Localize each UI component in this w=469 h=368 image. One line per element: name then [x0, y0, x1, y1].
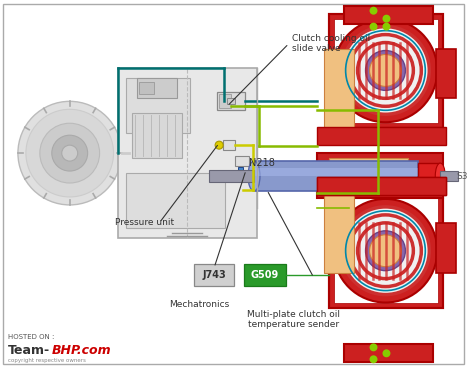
Bar	[329, 14, 443, 128]
Text: copyright respective owners: copyright respective owners	[8, 358, 86, 363]
Circle shape	[370, 355, 378, 363]
Bar	[126, 78, 190, 133]
Bar	[344, 6, 433, 24]
Circle shape	[370, 235, 401, 267]
Circle shape	[52, 135, 88, 171]
Bar	[118, 68, 257, 238]
Circle shape	[383, 23, 391, 31]
Circle shape	[18, 101, 121, 205]
Bar	[244, 264, 286, 286]
Bar	[329, 158, 408, 193]
Text: BHP.com: BHP.com	[52, 344, 112, 357]
Bar	[436, 223, 456, 273]
Circle shape	[215, 141, 223, 149]
Bar	[126, 173, 225, 228]
Circle shape	[370, 54, 401, 86]
Bar	[217, 92, 245, 110]
Bar	[317, 177, 446, 195]
Circle shape	[40, 123, 99, 183]
Bar	[440, 171, 458, 181]
Bar	[254, 168, 418, 176]
Bar	[317, 177, 446, 195]
Text: N218: N218	[249, 158, 275, 168]
Circle shape	[341, 26, 429, 114]
Circle shape	[341, 207, 429, 294]
Bar	[333, 198, 438, 302]
Circle shape	[383, 15, 391, 23]
Bar	[329, 14, 443, 128]
Text: Mechatronics: Mechatronics	[169, 300, 229, 309]
Circle shape	[365, 50, 405, 91]
Bar	[223, 140, 235, 150]
Bar	[317, 153, 443, 198]
Bar	[324, 188, 354, 273]
Bar	[238, 167, 243, 174]
Circle shape	[333, 199, 437, 302]
Bar	[219, 94, 231, 108]
Ellipse shape	[435, 163, 445, 189]
Circle shape	[365, 231, 405, 270]
Bar	[329, 193, 443, 308]
Bar	[227, 98, 235, 104]
Bar	[139, 82, 154, 94]
Bar	[317, 127, 446, 145]
Bar	[132, 113, 182, 158]
Circle shape	[26, 109, 113, 197]
Ellipse shape	[248, 161, 260, 191]
Text: Clutch cooling oil
slide valve: Clutch cooling oil slide valve	[292, 33, 370, 53]
Text: Pressure unit: Pressure unit	[114, 218, 174, 227]
Text: J743: J743	[202, 270, 226, 280]
Bar	[329, 193, 443, 308]
Bar	[209, 170, 254, 182]
Bar	[254, 161, 418, 191]
Bar	[137, 78, 177, 98]
Circle shape	[383, 349, 391, 357]
Text: G509: G509	[251, 270, 279, 280]
Bar	[333, 19, 438, 123]
Text: HOSTED ON :: HOSTED ON :	[8, 335, 54, 340]
Circle shape	[370, 7, 378, 15]
Text: S3: S3	[456, 171, 468, 181]
Bar	[418, 163, 440, 189]
Bar	[194, 264, 234, 286]
Circle shape	[370, 23, 378, 31]
Bar	[324, 49, 354, 143]
Text: Multi-plate clutch oil
temperature sender: Multi-plate clutch oil temperature sende…	[247, 309, 340, 329]
Bar	[344, 344, 433, 362]
Text: Team-: Team-	[8, 344, 50, 357]
Bar	[235, 156, 249, 166]
Circle shape	[62, 145, 78, 161]
Circle shape	[333, 19, 437, 122]
Bar	[436, 49, 456, 98]
Circle shape	[370, 343, 378, 351]
